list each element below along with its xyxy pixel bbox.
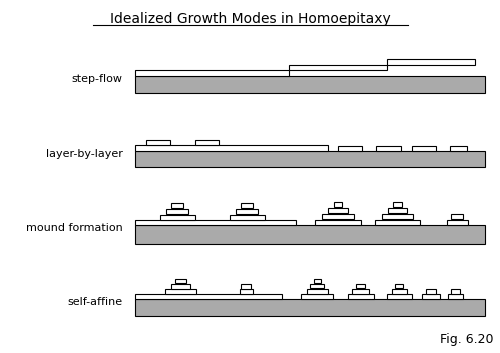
Bar <box>240 289 254 294</box>
Bar <box>328 208 347 213</box>
Bar <box>135 220 296 225</box>
Bar <box>382 214 413 219</box>
Bar <box>338 146 362 151</box>
Text: step-flow: step-flow <box>72 74 122 84</box>
Bar <box>236 209 258 214</box>
Bar <box>135 151 485 167</box>
Bar <box>393 202 402 207</box>
Bar <box>395 284 404 288</box>
Bar <box>387 294 411 299</box>
Bar <box>450 289 460 294</box>
Bar <box>412 146 436 151</box>
Bar <box>241 284 251 289</box>
Text: Fig. 6.20: Fig. 6.20 <box>440 333 494 346</box>
Bar <box>135 70 289 76</box>
Bar <box>322 214 354 219</box>
Bar <box>426 289 436 294</box>
Text: layer-by-layer: layer-by-layer <box>46 149 122 158</box>
Bar <box>194 140 219 145</box>
Text: Idealized Growth Modes in Homoepitaxy: Idealized Growth Modes in Homoepitaxy <box>110 12 390 26</box>
Bar <box>160 215 194 220</box>
Text: mound formation: mound formation <box>26 223 122 233</box>
Bar <box>301 294 333 299</box>
Bar <box>446 220 468 225</box>
Bar <box>316 220 361 225</box>
Bar <box>146 140 170 145</box>
Bar <box>388 208 407 213</box>
Bar <box>135 294 282 299</box>
Bar <box>310 284 324 288</box>
Bar <box>314 279 320 283</box>
Bar <box>230 215 264 220</box>
Bar <box>451 214 463 219</box>
Bar <box>422 294 440 299</box>
Bar <box>376 146 401 151</box>
Bar <box>450 146 467 151</box>
Bar <box>352 289 369 294</box>
Bar <box>135 76 485 93</box>
Bar <box>135 225 485 244</box>
Bar <box>171 284 190 289</box>
Bar <box>392 289 407 294</box>
Bar <box>135 145 328 151</box>
Bar <box>334 202 342 207</box>
Bar <box>289 65 387 70</box>
Bar <box>135 299 485 316</box>
Bar <box>306 289 328 294</box>
Bar <box>375 220 420 225</box>
Bar <box>448 294 463 299</box>
Bar <box>241 203 253 208</box>
Bar <box>166 209 188 214</box>
Bar <box>176 279 186 283</box>
Bar <box>387 59 474 65</box>
Text: self-affine: self-affine <box>68 297 122 307</box>
Bar <box>356 284 366 288</box>
Bar <box>171 203 183 208</box>
Bar <box>165 289 196 294</box>
Bar <box>348 294 374 299</box>
